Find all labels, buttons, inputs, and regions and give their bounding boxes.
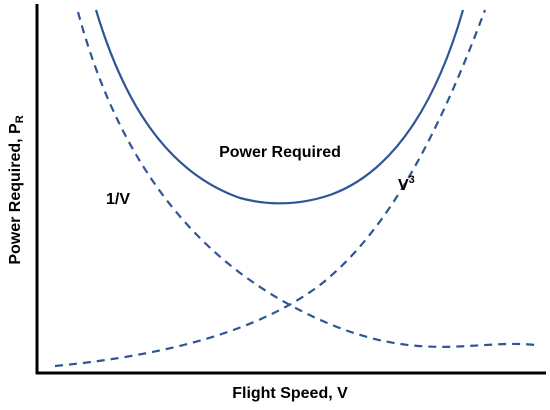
curve-label: V3 xyxy=(398,174,415,194)
power-required-curve xyxy=(94,9,465,205)
curve-label: 1/V xyxy=(106,191,130,208)
y-axis-label-base: Power Required, P xyxy=(7,123,24,265)
y-axis-label-subscript: R xyxy=(14,115,26,123)
y-axis-label: Power Required, PR xyxy=(7,115,26,264)
cubic-speed-curve xyxy=(54,9,487,368)
curve-label: Power Required xyxy=(219,144,341,161)
x-axis-label: Flight Speed, V xyxy=(232,385,348,402)
inverse-speed-curve xyxy=(76,11,536,348)
curve-label-superscript: 3 xyxy=(409,174,415,186)
curve-label-base: V xyxy=(398,177,409,194)
